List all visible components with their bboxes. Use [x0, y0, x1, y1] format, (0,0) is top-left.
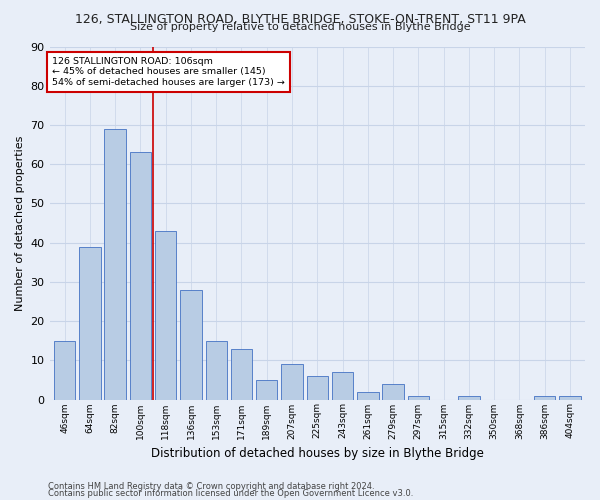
Text: 126, STALLINGTON ROAD, BLYTHE BRIDGE, STOKE-ON-TRENT, ST11 9PA: 126, STALLINGTON ROAD, BLYTHE BRIDGE, ST…	[74, 12, 526, 26]
Bar	[231, 348, 252, 400]
Bar	[79, 246, 101, 400]
Bar	[382, 384, 404, 400]
Bar	[332, 372, 353, 400]
Bar	[407, 396, 429, 400]
X-axis label: Distribution of detached houses by size in Blythe Bridge: Distribution of detached houses by size …	[151, 447, 484, 460]
Text: Size of property relative to detached houses in Blythe Bridge: Size of property relative to detached ho…	[130, 22, 470, 32]
Bar	[534, 396, 556, 400]
Y-axis label: Number of detached properties: Number of detached properties	[15, 136, 25, 310]
Bar	[307, 376, 328, 400]
Bar	[206, 340, 227, 400]
Bar	[180, 290, 202, 400]
Bar	[281, 364, 303, 400]
Bar	[256, 380, 277, 400]
Text: Contains HM Land Registry data © Crown copyright and database right 2024.: Contains HM Land Registry data © Crown c…	[48, 482, 374, 491]
Bar	[104, 129, 126, 400]
Text: 126 STALLINGTON ROAD: 106sqm
← 45% of detached houses are smaller (145)
54% of s: 126 STALLINGTON ROAD: 106sqm ← 45% of de…	[52, 57, 285, 87]
Bar	[54, 340, 76, 400]
Bar	[458, 396, 479, 400]
Text: Contains public sector information licensed under the Open Government Licence v3: Contains public sector information licen…	[48, 489, 413, 498]
Bar	[357, 392, 379, 400]
Bar	[559, 396, 581, 400]
Bar	[155, 231, 176, 400]
Bar	[130, 152, 151, 400]
